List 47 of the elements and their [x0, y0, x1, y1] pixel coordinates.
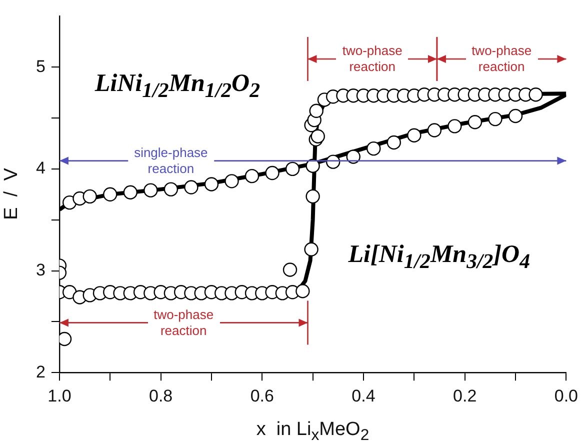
point — [309, 104, 324, 118]
point — [144, 183, 158, 198]
x-tick-label: 0.2 — [453, 386, 477, 406]
point — [296, 284, 310, 298]
point — [265, 166, 280, 180]
point — [62, 285, 77, 300]
point — [164, 182, 178, 196]
point — [123, 185, 138, 200]
point — [528, 88, 543, 102]
point — [448, 119, 462, 134]
annotation: two-phase reaction — [336, 42, 408, 76]
x-tick-label: 0.8 — [148, 386, 173, 406]
point — [304, 242, 318, 256]
point — [103, 187, 118, 202]
annotation: Li[Ni$_{1/2}$Mn$_{3/2}$]O$_{4}$ — [348, 240, 530, 274]
x-tick-label: 0.4 — [352, 386, 376, 406]
x-axis-title: x in Li$_{x}$MeO$_{2}$ — [256, 419, 370, 445]
point — [488, 112, 502, 126]
annotation: two-phase reaction — [466, 42, 538, 76]
x-tick-label: 1.0 — [48, 386, 72, 406]
x-tick-label: 0.0 — [554, 386, 578, 406]
point — [306, 189, 320, 204]
point — [508, 108, 523, 124]
y-tick-label: 4 — [36, 158, 46, 178]
annotation: two-phase reaction — [148, 306, 220, 339]
point — [310, 129, 325, 144]
point — [224, 174, 239, 188]
point — [59, 332, 72, 346]
y-tick-label: 3 — [36, 260, 46, 280]
point — [285, 162, 300, 176]
point — [204, 177, 219, 192]
point — [282, 262, 298, 277]
y-tick-label: 5 — [36, 56, 46, 76]
point — [427, 123, 442, 138]
ref-line-label: single-phase reaction — [128, 144, 214, 178]
y-axis-title: E / V — [0, 168, 23, 220]
point — [366, 141, 381, 156]
point — [184, 180, 198, 194]
point — [386, 135, 401, 150]
annotation: LiNi$_{1/2}$Mn$_{1/2}$O$_{2}$ — [94, 70, 260, 103]
x-tick-label: 0.6 — [250, 386, 274, 406]
point — [407, 128, 422, 142]
point — [306, 158, 320, 173]
point — [82, 189, 97, 204]
point — [468, 115, 482, 130]
y-tick-label: 2 — [36, 362, 46, 382]
point — [244, 168, 260, 184]
